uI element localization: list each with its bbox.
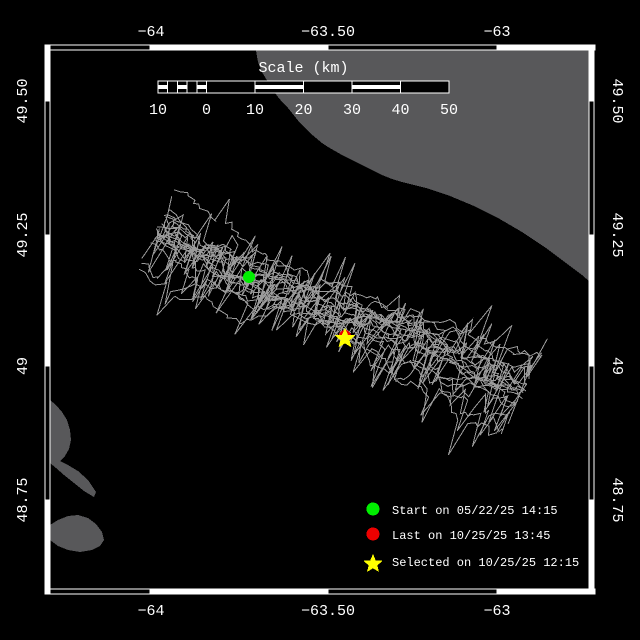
svg-text:49.25: 49.25 [608, 212, 625, 257]
svg-text:49.50: 49.50 [608, 78, 625, 123]
svg-text:Selected on 10/25/25 12:15: Selected on 10/25/25 12:15 [392, 556, 579, 570]
svg-text:−64: −64 [137, 603, 164, 620]
svg-text:49.50: 49.50 [15, 78, 32, 123]
svg-text:−63: −63 [483, 24, 510, 41]
svg-text:Last on 10/25/25 13:45: Last on 10/25/25 13:45 [392, 529, 550, 543]
svg-text:10: 10 [246, 102, 264, 119]
svg-text:0: 0 [202, 102, 211, 119]
svg-text:49: 49 [15, 357, 32, 375]
svg-text:49.25: 49.25 [15, 212, 32, 257]
svg-text:48.75: 48.75 [15, 477, 32, 522]
svg-text:30: 30 [343, 102, 361, 119]
svg-text:Scale (km): Scale (km) [258, 60, 348, 77]
svg-text:−63: −63 [483, 603, 510, 620]
svg-text:−63.50: −63.50 [301, 24, 355, 41]
svg-text:−64: −64 [137, 24, 164, 41]
svg-text:10: 10 [149, 102, 167, 119]
svg-text:Start on 05/22/25 14:15: Start on 05/22/25 14:15 [392, 504, 558, 518]
svg-text:40: 40 [391, 102, 409, 119]
svg-text:−63.50: −63.50 [301, 603, 355, 620]
svg-text:20: 20 [294, 102, 312, 119]
svg-text:49: 49 [608, 357, 625, 375]
svg-text:48.75: 48.75 [608, 477, 625, 522]
svg-text:50: 50 [440, 102, 458, 119]
